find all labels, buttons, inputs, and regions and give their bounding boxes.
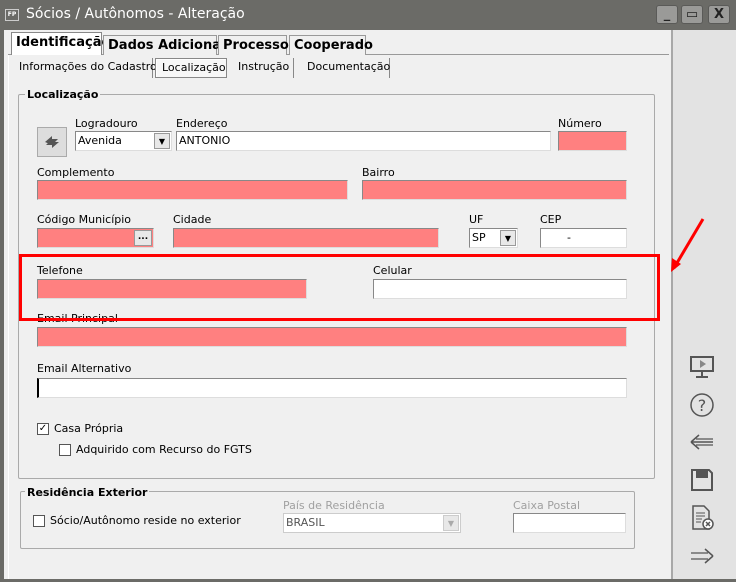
window-title: Sócios / Autônomos - Alteração [26,6,245,22]
logradouro-label: Logradouro [75,117,138,130]
celular-input[interactable] [373,279,627,299]
casa-propria-checkbox[interactable]: ✓ [37,423,49,435]
close-button[interactable]: X [708,5,730,24]
forward-arrow-icon[interactable] [686,542,718,570]
numero-label: Número [558,117,602,130]
telefone-label: Telefone [37,264,83,277]
caixa-postal-input[interactable] [513,513,626,533]
residencia-exterior-group [20,491,635,549]
minimize-button[interactable]: _ [656,5,678,24]
logradouro-value: Avenida [78,134,122,147]
subtab-documentacao[interactable]: Documentação [301,58,390,78]
chevron-down-icon[interactable]: ▼ [154,133,170,149]
cancel-document-icon[interactable] [686,504,718,532]
email-principal-input[interactable] [37,327,627,347]
uf-value: SP [472,231,486,244]
uf-label: UF [469,213,484,226]
complemento-label: Complemento [37,166,115,179]
side-toolbar [671,30,736,582]
codigo-municipio-input[interactable]: ... [37,228,154,248]
tab-cooperado[interactable]: Cooperado [289,35,373,55]
swap-icon [45,136,59,148]
endereco-label: Endereço [176,117,228,130]
codigo-municipio-label: Código Município [37,213,132,226]
bairro-label: Bairro [362,166,395,179]
localizacao-legend: Localização [25,88,101,101]
reside-exterior-checkbox[interactable] [33,515,45,527]
save-icon[interactable] [686,466,718,494]
monitor-play-icon[interactable] [686,353,718,381]
lookup-button[interactable]: ... [134,230,152,246]
caixa-postal-label: Caixa Postal [513,499,581,512]
cidade-label: Cidade [173,213,212,226]
window-border [0,30,4,582]
svg-text:?: ? [698,396,707,415]
casa-propria-label: Casa Própria [54,422,124,435]
app-icon: FP [5,9,19,21]
pais-value: BRASIL [286,516,325,529]
tab-identificacao[interactable]: Identificação [11,32,110,55]
email-alternativo-label: Email Alternativo [37,362,132,375]
tab-processos[interactable]: Processos [218,35,297,55]
window-bottom-border [0,579,736,582]
numero-input[interactable] [558,131,627,151]
reside-exterior-label: Sócio/Autônomo reside no exterior [50,514,241,527]
chevron-down-icon[interactable]: ▼ [500,230,516,246]
celular-label: Celular [373,264,412,277]
title-bar [0,0,736,30]
telefone-input[interactable] [37,279,307,299]
subtab-localizacao[interactable]: Localização [155,58,227,78]
annotation-arrow-icon [671,218,705,272]
annotation-highlight-box [19,254,660,321]
localizacao-group [18,94,655,479]
subtab-informacoes-cadastro[interactable]: Informações do Cadastro [13,58,157,78]
residencia-exterior-legend: Residência Exterior [25,486,150,499]
bairro-input[interactable] [362,180,627,200]
pais-label: País de Residência [283,499,385,512]
pais-select[interactable]: BRASIL ▼ [283,513,461,533]
email-alternativo-input[interactable] [37,378,627,398]
fgts-checkbox[interactable] [59,444,71,456]
endereco-input[interactable]: ANTONIO [176,131,551,151]
complemento-input[interactable] [37,180,348,200]
help-icon[interactable]: ? [686,391,718,419]
fgts-label: Adquirido com Recurso do FGTS [76,443,252,456]
uf-select[interactable]: SP ▼ [469,228,518,248]
back-arrow-icon[interactable] [686,428,718,456]
tab-dados-adicionais[interactable]: Dados Adicionais [103,35,233,55]
swap-button[interactable] [37,127,67,157]
cep-input[interactable]: - [540,228,627,248]
cep-label: CEP [540,213,562,226]
maximize-button[interactable]: ▭ [681,5,703,24]
chevron-down-icon[interactable]: ▼ [443,515,459,531]
subtab-instrucao[interactable]: Instrução [232,58,294,78]
cidade-input[interactable] [173,228,439,248]
logradouro-select[interactable]: Avenida ▼ [75,131,172,151]
